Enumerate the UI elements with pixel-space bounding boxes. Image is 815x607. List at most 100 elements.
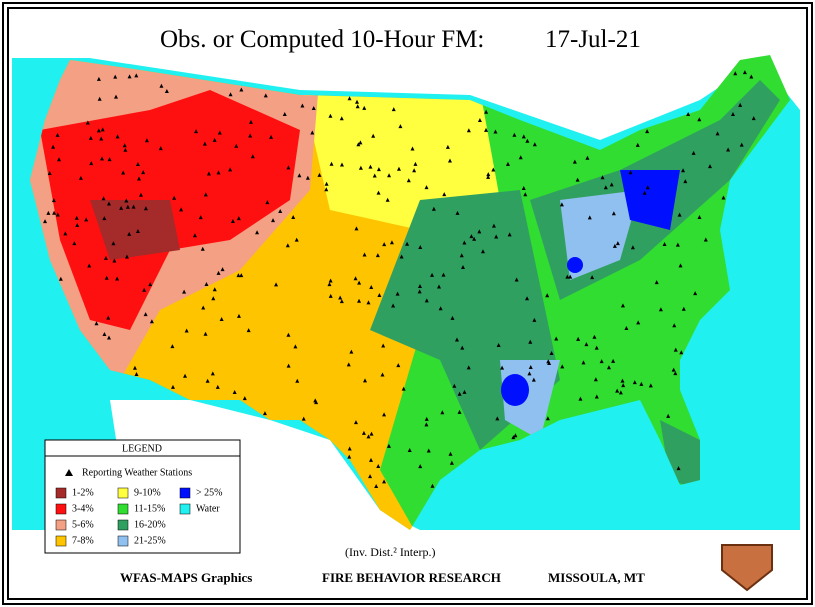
station — [532, 317, 537, 322]
station — [678, 263, 683, 268]
station — [639, 381, 644, 386]
station — [386, 443, 391, 448]
station — [300, 103, 305, 108]
station — [426, 448, 431, 453]
station — [123, 147, 128, 152]
station — [339, 299, 344, 304]
station — [149, 319, 154, 324]
station — [466, 365, 471, 370]
station — [286, 165, 291, 170]
station — [100, 156, 105, 161]
station — [239, 273, 244, 278]
station — [354, 99, 359, 104]
station — [51, 144, 56, 149]
station — [305, 175, 310, 180]
station — [274, 282, 279, 287]
station — [43, 219, 48, 224]
station — [511, 435, 516, 440]
footer-center: FIRE BEHAVIOR RESEARCH — [322, 570, 501, 585]
station — [115, 134, 120, 139]
station — [234, 143, 239, 148]
station — [324, 187, 329, 192]
station — [96, 128, 101, 133]
station — [449, 460, 454, 465]
station — [368, 164, 373, 169]
legend-box — [44, 439, 241, 554]
station — [57, 157, 62, 162]
station — [615, 241, 620, 246]
station — [99, 136, 104, 141]
station — [374, 484, 379, 489]
station — [106, 315, 111, 320]
station — [693, 291, 698, 296]
station — [203, 331, 208, 336]
station — [437, 284, 441, 289]
station — [107, 335, 112, 340]
station — [131, 204, 136, 209]
station — [371, 133, 376, 138]
station — [84, 217, 89, 222]
station — [686, 112, 691, 117]
station — [677, 212, 682, 217]
station — [457, 409, 462, 414]
station — [346, 362, 351, 367]
legend-label: 5-6% — [72, 519, 94, 530]
interp-note: (Inv. Dist.² Interp.) — [345, 545, 435, 559]
station — [679, 350, 684, 355]
station — [215, 384, 220, 389]
station — [94, 321, 99, 326]
station — [63, 231, 68, 236]
station — [369, 431, 374, 436]
station — [528, 365, 533, 370]
station — [477, 229, 482, 234]
station — [115, 276, 120, 281]
station — [159, 83, 164, 88]
station — [575, 177, 580, 182]
station — [681, 168, 686, 173]
station — [450, 315, 455, 320]
station — [676, 466, 681, 471]
station — [445, 144, 450, 149]
station — [295, 378, 300, 383]
station — [620, 378, 625, 383]
station — [210, 371, 215, 376]
station — [201, 305, 206, 310]
station — [55, 212, 60, 217]
station — [412, 168, 417, 173]
station — [47, 171, 52, 176]
station — [431, 206, 436, 211]
station — [217, 130, 222, 135]
station — [228, 167, 233, 172]
station — [662, 241, 667, 246]
station — [132, 365, 137, 370]
station — [418, 464, 423, 469]
station — [138, 192, 143, 197]
station — [418, 245, 423, 250]
station — [216, 270, 221, 275]
station — [357, 280, 362, 285]
station — [220, 267, 225, 272]
station — [363, 378, 368, 383]
station — [263, 93, 268, 98]
station — [179, 207, 184, 212]
station — [317, 172, 322, 177]
station — [683, 179, 688, 184]
station — [673, 347, 678, 352]
station — [327, 282, 332, 287]
station — [635, 142, 640, 147]
station — [89, 161, 94, 166]
station — [382, 479, 387, 484]
station — [137, 176, 142, 181]
station — [366, 434, 371, 439]
station — [230, 218, 235, 223]
station — [182, 289, 187, 294]
station — [603, 185, 608, 190]
station — [593, 377, 598, 382]
station — [46, 210, 51, 215]
station — [377, 292, 382, 297]
station — [366, 300, 371, 305]
station — [406, 178, 411, 183]
station — [624, 325, 629, 330]
legend-swatch — [117, 503, 129, 515]
station — [368, 474, 373, 479]
